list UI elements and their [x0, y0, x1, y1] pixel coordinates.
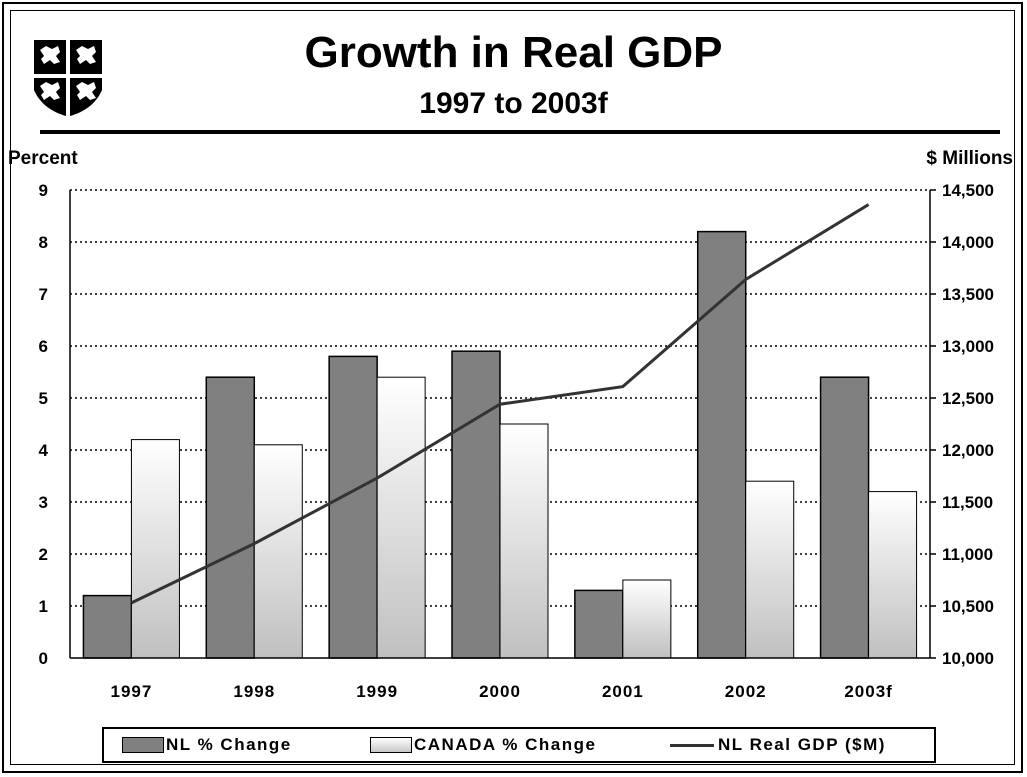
legend-item-nl: NL % Change	[122, 733, 292, 757]
bar-nl-2002	[696, 230, 747, 659]
y-tick-label-left: 3	[39, 493, 48, 512]
legend-label-nl: NL % Change	[166, 735, 292, 754]
y-tick-label-left: 5	[39, 389, 48, 408]
y-tick-label-right: 13,000	[942, 337, 994, 356]
inner-frame	[10, 10, 1015, 765]
bar-canada-1998	[253, 444, 303, 659]
bar-canada-1999	[376, 376, 426, 659]
y-tick-label-right: 14,000	[942, 233, 994, 252]
y-tick-label-right: 11,000	[942, 545, 993, 564]
legend-swatch-gdp-line	[670, 743, 714, 747]
y-tick-label-right: 13,500	[942, 285, 994, 304]
y-tick-label-left: 7	[39, 285, 48, 304]
x-tick-label: 2002	[725, 682, 767, 701]
legend-swatch-nl	[122, 737, 164, 753]
bar-canada-2000	[499, 423, 549, 659]
bar-canada-2001	[622, 579, 672, 659]
x-tick-label: 1998	[233, 682, 275, 701]
y-tick-label-right: 12,000	[942, 441, 994, 460]
y-tick-label-left: 0	[39, 649, 48, 668]
y-tick-label-left: 9	[39, 181, 48, 200]
y-axis-label-left: Percent	[8, 148, 78, 169]
chart-title: Growth in Real GDP	[304, 28, 723, 77]
title-divider	[40, 130, 1000, 134]
x-tick-label: 1997	[111, 682, 153, 701]
x-tick-label: 2003f	[844, 682, 892, 701]
y-tick-label-right: 14,500	[942, 181, 994, 200]
legend-swatch-canada	[370, 737, 412, 753]
legend-label-gdp: NL Real GDP ($M)	[718, 735, 886, 754]
bar-nl-2001	[574, 589, 624, 659]
x-tick-label: 2001	[602, 682, 644, 701]
bar-nl-2003f	[819, 376, 870, 659]
x-tick-label: 2000	[479, 682, 521, 701]
legend-item-gdp: NL Real GDP ($M)	[670, 733, 886, 757]
bar-nl-1997	[82, 594, 133, 659]
y-tick-label-right: 11,500	[942, 493, 993, 512]
y-tick-label-right: 10,500	[942, 597, 994, 616]
bar-nl-2000	[451, 350, 501, 659]
legend-label-canada: CANADA % Change	[414, 735, 597, 754]
bar-nl-1998	[205, 376, 256, 659]
chart-legend: NL % Change CANADA % Change NL Real GDP …	[102, 727, 936, 763]
bar-canada-1997	[130, 439, 180, 659]
chart-subtitle: 1997 to 2003f	[419, 87, 608, 120]
y-axis-label-right: $ Millions	[926, 148, 1013, 169]
y-tick-label-left: 4	[39, 441, 49, 460]
bar-canada-2003f	[868, 491, 918, 659]
legend-item-canada: CANADA % Change	[370, 733, 596, 757]
bar-canada-2002	[745, 480, 795, 659]
y-tick-label-left: 8	[39, 233, 48, 252]
bar-nl-1999	[328, 355, 378, 659]
y-tick-label-left: 1	[39, 597, 48, 616]
x-tick-label: 1999	[356, 682, 398, 701]
y-tick-label-left: 2	[39, 545, 48, 564]
coat-of-arms-icon	[34, 40, 102, 116]
y-tick-label-right: 10,000	[942, 649, 994, 668]
y-tick-label-right: 12,500	[942, 389, 994, 408]
y-tick-label-left: 6	[39, 337, 48, 356]
